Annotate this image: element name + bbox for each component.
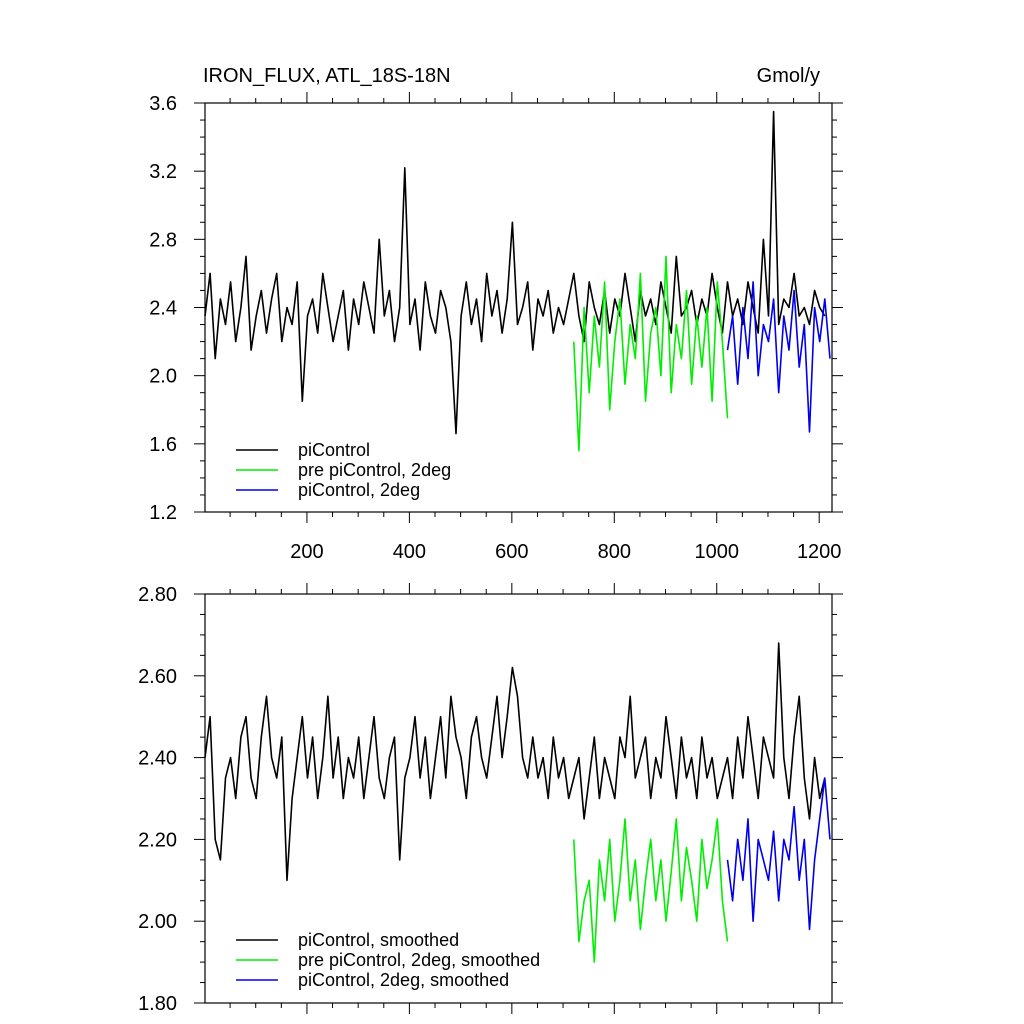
x-tick-label: 800: [598, 541, 631, 563]
series-line-2-3: [726, 777, 831, 931]
series-line-2-2: [573, 818, 729, 963]
y-tick-label: 1.2: [149, 502, 177, 524]
y-tick-label: 2.00: [138, 911, 177, 933]
legend-label: pre piControl, 2deg: [298, 460, 451, 480]
y-tick-label: 2.80: [138, 584, 177, 606]
legend-label: pre piControl, 2deg, smoothed: [298, 950, 540, 970]
x-tick-label: 1000: [694, 541, 739, 563]
legend-label: piControl, smoothed: [298, 930, 459, 950]
x-tick-label: 400: [393, 541, 426, 563]
chart-panel-2: [194, 583, 843, 1014]
legend-label: piControl, 2deg, smoothed: [298, 970, 509, 990]
y-tick-label: 2.0: [149, 366, 177, 388]
y-tick-label: 3.2: [149, 161, 177, 183]
y-tick-label: 2.40: [138, 748, 177, 770]
x-tick-label: 1200: [797, 541, 842, 563]
y-tick-label: 2.20: [138, 829, 177, 851]
series-line-2-1: [204, 642, 826, 882]
series-line-1-3: [726, 281, 831, 433]
y-tick-label: 1.6: [149, 434, 177, 456]
series-line-1-1: [204, 110, 826, 435]
chart-panel-1: [194, 92, 843, 523]
legend-label: piControl: [298, 440, 370, 460]
chart-units-label: Gmol/y: [757, 65, 820, 87]
y-tick-label: 2.60: [138, 666, 177, 688]
legend-label: piControl, 2deg: [298, 480, 420, 500]
series-line-1-2: [573, 255, 729, 452]
x-tick-label: 200: [290, 541, 323, 563]
chart-title: IRON_FLUX, ATL_18S-18N: [203, 65, 451, 87]
y-tick-label: 2.4: [149, 298, 177, 320]
y-tick-label: 2.8: [149, 229, 177, 251]
y-tick-label: 3.6: [149, 93, 177, 115]
y-tick-label: 1.80: [138, 993, 177, 1015]
x-tick-label: 600: [495, 541, 528, 563]
